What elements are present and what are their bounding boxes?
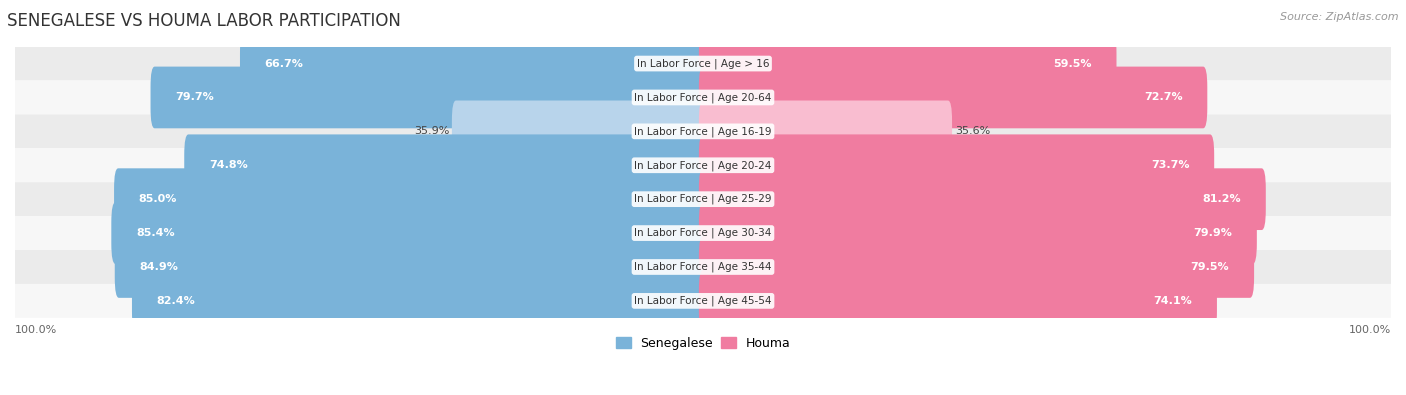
Text: 100.0%: 100.0% [15,325,58,335]
FancyBboxPatch shape [699,202,1257,264]
FancyBboxPatch shape [15,47,1391,81]
Text: 66.7%: 66.7% [264,58,304,69]
Text: 74.1%: 74.1% [1153,296,1192,306]
Text: In Labor Force | Age 25-29: In Labor Force | Age 25-29 [634,194,772,205]
FancyBboxPatch shape [451,100,707,162]
Text: 73.7%: 73.7% [1152,160,1189,170]
Text: 59.5%: 59.5% [1053,58,1091,69]
Text: In Labor Force | Age 30-34: In Labor Force | Age 30-34 [634,228,772,238]
FancyBboxPatch shape [15,250,1391,284]
Text: SENEGALESE VS HOUMA LABOR PARTICIPATION: SENEGALESE VS HOUMA LABOR PARTICIPATION [7,12,401,30]
Text: 79.9%: 79.9% [1194,228,1232,238]
Text: 100.0%: 100.0% [1348,325,1391,335]
FancyBboxPatch shape [15,284,1391,318]
FancyBboxPatch shape [699,236,1254,298]
FancyBboxPatch shape [15,216,1391,250]
FancyBboxPatch shape [15,115,1391,148]
Text: 74.8%: 74.8% [209,160,247,170]
Text: In Labor Force | Age 20-64: In Labor Force | Age 20-64 [634,92,772,103]
Text: 79.7%: 79.7% [176,92,214,102]
FancyBboxPatch shape [699,270,1218,332]
FancyBboxPatch shape [150,67,707,128]
Text: 81.2%: 81.2% [1202,194,1241,204]
FancyBboxPatch shape [15,182,1391,216]
FancyBboxPatch shape [699,33,1116,94]
FancyBboxPatch shape [115,236,707,298]
FancyBboxPatch shape [699,134,1215,196]
Legend: Senegalese, Houma: Senegalese, Houma [610,332,796,355]
Text: In Labor Force | Age 35-44: In Labor Force | Age 35-44 [634,262,772,272]
Text: 82.4%: 82.4% [156,296,195,306]
Text: 35.6%: 35.6% [955,126,990,136]
FancyBboxPatch shape [699,67,1208,128]
Text: 85.0%: 85.0% [139,194,177,204]
FancyBboxPatch shape [111,202,707,264]
Text: In Labor Force | Age > 16: In Labor Force | Age > 16 [637,58,769,69]
FancyBboxPatch shape [15,148,1391,182]
Text: 85.4%: 85.4% [136,228,174,238]
FancyBboxPatch shape [184,134,707,196]
FancyBboxPatch shape [699,100,952,162]
FancyBboxPatch shape [240,33,707,94]
FancyBboxPatch shape [699,168,1265,230]
FancyBboxPatch shape [15,81,1391,115]
Text: In Labor Force | Age 20-24: In Labor Force | Age 20-24 [634,160,772,171]
Text: Source: ZipAtlas.com: Source: ZipAtlas.com [1281,12,1399,22]
Text: 79.5%: 79.5% [1191,262,1229,272]
Text: 84.9%: 84.9% [139,262,179,272]
Text: 35.9%: 35.9% [413,126,449,136]
Text: In Labor Force | Age 16-19: In Labor Force | Age 16-19 [634,126,772,137]
FancyBboxPatch shape [114,168,707,230]
Text: 72.7%: 72.7% [1144,92,1182,102]
FancyBboxPatch shape [132,270,707,332]
Text: In Labor Force | Age 45-54: In Labor Force | Age 45-54 [634,295,772,306]
